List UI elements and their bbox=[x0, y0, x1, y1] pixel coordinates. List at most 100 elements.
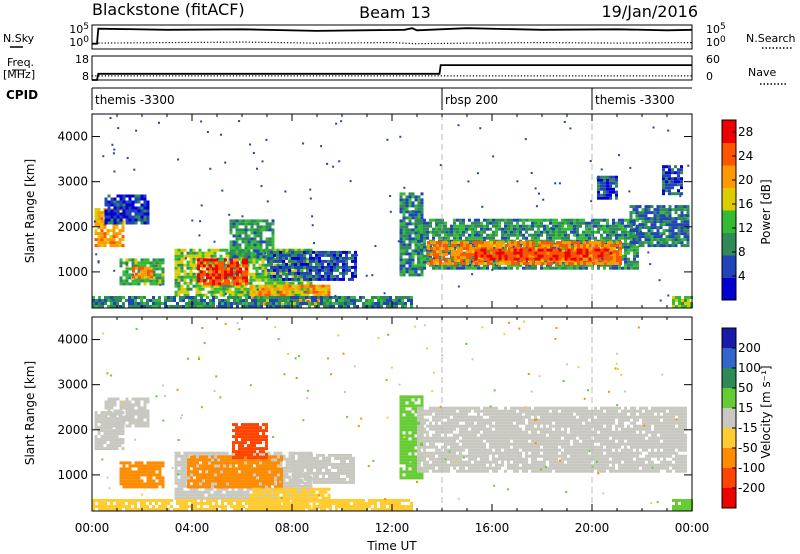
heatmap-cell bbox=[432, 230, 435, 234]
heatmap-cell bbox=[303, 277, 306, 281]
heatmap-cell bbox=[354, 250, 357, 254]
heatmap-cell bbox=[161, 258, 165, 262]
heatmap-cell bbox=[460, 259, 463, 263]
heatmap-cell bbox=[149, 479, 153, 483]
heatmap-cell bbox=[618, 218, 621, 222]
heatmap-cell bbox=[204, 254, 208, 258]
heatmap-cell bbox=[170, 299, 173, 302]
heatmap-cell bbox=[423, 260, 426, 264]
heatmap-cell bbox=[204, 293, 208, 297]
heatmap-cell bbox=[155, 476, 159, 480]
heatmap-speck bbox=[590, 200, 593, 203]
heatmap-cell bbox=[100, 220, 104, 224]
heatmap-cell bbox=[115, 447, 119, 451]
heatmap-cell bbox=[143, 473, 147, 477]
heatmap-cell bbox=[155, 305, 158, 308]
heatmap-cell bbox=[186, 254, 190, 258]
heatmap-cell bbox=[576, 230, 579, 234]
heatmap-cell bbox=[235, 231, 239, 235]
heatmap-cell bbox=[423, 242, 426, 246]
heatmap-cell bbox=[680, 244, 684, 248]
heatmap-speck bbox=[302, 142, 305, 145]
heatmap-cell bbox=[427, 247, 430, 251]
heatmap-cell bbox=[253, 240, 257, 244]
heatmap-speck bbox=[557, 247, 560, 250]
heatmap-cell bbox=[399, 198, 403, 202]
heatmap-cell bbox=[420, 227, 423, 231]
heatmap-cell bbox=[632, 220, 636, 224]
heatmap-cell bbox=[119, 221, 123, 225]
heatmap-cell bbox=[174, 463, 178, 467]
heatmap-cell bbox=[306, 271, 309, 275]
heatmap-cell bbox=[294, 274, 297, 278]
heatmap-speck bbox=[256, 288, 259, 291]
heatmap-cell bbox=[128, 215, 132, 219]
heatmap-cell bbox=[201, 254, 205, 258]
heatmap-cell bbox=[555, 230, 558, 234]
heatmap-cell bbox=[131, 194, 135, 198]
heatmap-cell bbox=[155, 485, 159, 489]
heatmap-cell bbox=[112, 244, 116, 248]
heatmap-cell bbox=[597, 196, 600, 200]
heatmap-cell bbox=[262, 252, 266, 256]
heatmap-cell bbox=[241, 249, 245, 253]
heatmap-cell bbox=[155, 261, 159, 265]
heatmap-cell bbox=[198, 287, 202, 291]
heatmap-cell bbox=[420, 243, 424, 247]
heatmap-speck bbox=[270, 277, 273, 279]
heatmap-cell bbox=[128, 476, 132, 480]
heatmap-cell bbox=[118, 441, 122, 445]
heatmap-cell bbox=[525, 230, 528, 234]
heatmap-cell bbox=[619, 259, 622, 263]
heatmap-cell bbox=[218, 264, 221, 268]
heatmap-cell bbox=[100, 214, 104, 218]
heatmap-cell bbox=[571, 262, 574, 266]
heatmap-cell bbox=[330, 259, 333, 263]
heatmap-cell bbox=[564, 230, 567, 234]
heatmap-cell bbox=[253, 231, 257, 235]
heatmap-cell bbox=[134, 194, 138, 198]
heatmap-cell bbox=[552, 257, 556, 261]
heatmap-cell bbox=[600, 218, 603, 222]
heatmap-cell bbox=[243, 284, 247, 288]
heatmap-cell bbox=[257, 299, 260, 302]
heatmap-cell bbox=[137, 296, 140, 299]
heatmap-cell bbox=[261, 284, 265, 288]
heatmap-cell bbox=[227, 282, 230, 286]
heatmap-cell bbox=[330, 250, 333, 254]
heatmap-cell bbox=[502, 259, 505, 263]
heatmap-cell bbox=[143, 215, 147, 219]
heatmap-cell bbox=[152, 479, 156, 483]
heatmap-cell bbox=[504, 254, 508, 258]
heatmap-cell bbox=[436, 262, 439, 266]
heatmap-speck bbox=[383, 292, 386, 295]
heatmap-cell bbox=[212, 302, 215, 305]
heatmap-cell bbox=[215, 276, 218, 280]
heatmap-cell bbox=[615, 193, 618, 197]
heatmap-cell bbox=[498, 221, 501, 225]
heatmap-cell bbox=[291, 256, 294, 260]
heatmap-cell bbox=[627, 236, 630, 240]
heatmap-cell bbox=[269, 302, 272, 305]
heatmap-cell bbox=[618, 236, 621, 240]
heatmap-cell bbox=[273, 272, 277, 276]
heatmap-cell bbox=[579, 221, 582, 225]
heatmap-cell bbox=[680, 241, 684, 245]
heatmap-cell bbox=[261, 257, 265, 261]
heatmap-cell bbox=[561, 260, 564, 264]
heatmap-cell bbox=[519, 233, 522, 237]
heatmap-cell bbox=[395, 305, 398, 308]
heatmap-cell bbox=[341, 299, 344, 302]
heatmap-cell bbox=[534, 224, 537, 228]
heatmap-cell bbox=[402, 231, 406, 235]
heatmap-cell bbox=[534, 263, 537, 267]
heatmap-cell bbox=[174, 451, 178, 455]
heatmap-cell bbox=[354, 256, 357, 260]
heatmap-cell bbox=[600, 254, 604, 258]
heatmap-cell bbox=[462, 218, 465, 222]
heatmap-cell bbox=[447, 251, 450, 255]
heatmap-cell bbox=[161, 302, 164, 305]
heatmap-cell bbox=[134, 424, 138, 428]
heatmap-cell bbox=[285, 287, 289, 291]
heatmap-cell bbox=[256, 234, 260, 238]
